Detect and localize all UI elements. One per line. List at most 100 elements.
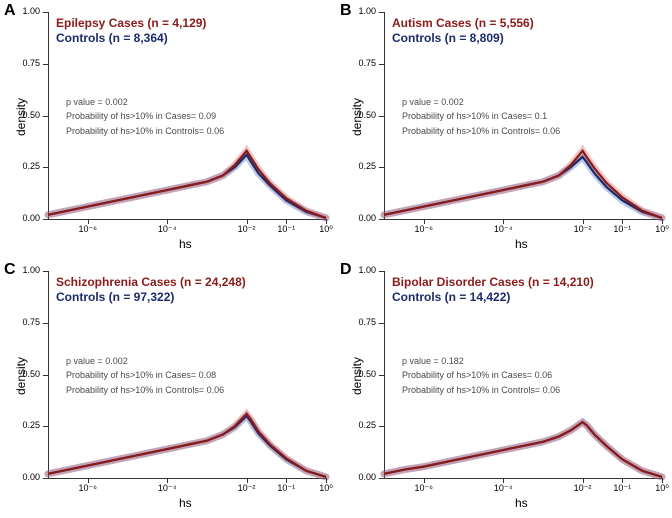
x-axis-label: hs [515, 237, 528, 251]
prob-cases-text: Probability of hs>10% in Cases= 0.1 [402, 109, 560, 123]
x-tick-label: 10⁻⁴ [155, 224, 179, 235]
prob-controls-text: Probability of hs>10% in Controls= 0.06 [66, 124, 224, 138]
x-tick-label: 10⁻⁶ [412, 224, 436, 235]
x-tick-label: 10⁻⁶ [412, 483, 436, 494]
x-tick-label: 10⁻² [235, 224, 259, 235]
y-tick-mark [379, 219, 384, 221]
x-tick-label: 10⁻² [571, 483, 595, 494]
p-value-text: p value = 0.002 [66, 354, 224, 368]
x-tick-label: 10⁻¹ [610, 483, 634, 494]
stats-annotation: p value = 0.002Probability of hs>10% in … [402, 95, 560, 138]
y-tick-label: 1.00 [346, 6, 376, 16]
y-tick-label: 0.25 [346, 420, 376, 430]
x-tick-label: 10⁻⁶ [76, 483, 100, 494]
x-tick-label: 10⁻⁴ [491, 224, 515, 235]
y-tick-mark [43, 64, 48, 66]
cases-band [48, 151, 326, 218]
y-tick-label: 0.25 [10, 420, 40, 430]
legend-cases: Epilepsy Cases (n = 4,129) [56, 16, 206, 31]
y-tick-label: 0.75 [10, 317, 40, 327]
y-tick-label: 0.75 [346, 317, 376, 327]
legend: Autism Cases (n = 5,556)Controls (n = 8,… [392, 16, 534, 46]
y-axis-label: density [350, 356, 364, 394]
legend-cases: Bipolar Disorder Cases (n = 14,210) [392, 275, 594, 290]
y-tick-mark [43, 478, 48, 480]
x-tick-label: 10⁻⁴ [491, 483, 515, 494]
y-tick-label: 0.75 [10, 58, 40, 68]
x-tick-label: 10⁻¹ [274, 483, 298, 494]
legend-controls: Controls (n = 97,322) [56, 290, 246, 305]
stats-annotation: p value = 0.002Probability of hs>10% in … [66, 95, 224, 138]
p-value-text: p value = 0.002 [402, 95, 560, 109]
y-tick-label: 0.00 [10, 213, 40, 223]
y-tick-mark [379, 116, 384, 118]
y-tick-mark [43, 271, 48, 273]
y-tick-mark [43, 116, 48, 118]
prob-cases-text: Probability of hs>10% in Cases= 0.06 [402, 368, 560, 382]
y-tick-mark [43, 375, 48, 377]
y-tick-label: 0.00 [10, 472, 40, 482]
y-tick-mark [379, 478, 384, 480]
y-tick-mark [43, 426, 48, 428]
y-tick-mark [379, 426, 384, 428]
x-tick-label: 10⁻¹ [274, 224, 298, 235]
prob-controls-text: Probability of hs>10% in Controls= 0.06 [66, 383, 224, 397]
y-tick-mark [43, 323, 48, 325]
y-tick-mark [379, 323, 384, 325]
legend-cases: Autism Cases (n = 5,556) [392, 16, 534, 31]
legend-controls: Controls (n = 8,364) [56, 31, 206, 46]
y-axis-label: density [14, 97, 28, 135]
x-tick-label: 10⁻¹ [610, 224, 634, 235]
y-tick-label: 0.00 [346, 472, 376, 482]
cases-band [384, 151, 662, 218]
y-tick-mark [379, 375, 384, 377]
x-axis-label: hs [179, 496, 192, 510]
legend-controls: Controls (n = 8,809) [392, 31, 534, 46]
stats-annotation: p value = 0.182Probability of hs>10% in … [402, 354, 560, 397]
y-tick-mark [43, 12, 48, 14]
legend-controls: Controls (n = 14,422) [392, 290, 594, 305]
y-tick-mark [43, 167, 48, 169]
y-tick-label: 1.00 [10, 6, 40, 16]
panel-a: AEpilepsy Cases (n = 4,129)Controls (n =… [0, 0, 336, 259]
x-tick-label: 10⁻⁶ [76, 224, 100, 235]
y-tick-mark [379, 167, 384, 169]
panel-c: CSchizophrenia Cases (n = 24,248)Control… [0, 259, 336, 518]
legend: Schizophrenia Cases (n = 24,248)Controls… [56, 275, 246, 305]
x-tick-label: 10⁻² [235, 483, 259, 494]
x-axis-label: hs [179, 237, 192, 251]
y-tick-mark [379, 12, 384, 14]
x-axis-label: hs [515, 496, 528, 510]
chart-grid: AEpilepsy Cases (n = 4,129)Controls (n =… [0, 0, 672, 518]
prob-cases-text: Probability of hs>10% in Cases= 0.09 [66, 109, 224, 123]
x-tick-label: 10⁰ [650, 224, 672, 235]
legend-cases: Schizophrenia Cases (n = 24,248) [56, 275, 246, 290]
stats-annotation: p value = 0.002Probability of hs>10% in … [66, 354, 224, 397]
legend: Epilepsy Cases (n = 4,129)Controls (n = … [56, 16, 206, 46]
panel-d: DBipolar Disorder Cases (n = 14,210)Cont… [336, 259, 672, 518]
y-tick-label: 1.00 [10, 265, 40, 275]
x-tick-label: 10⁰ [650, 483, 672, 494]
y-tick-mark [43, 219, 48, 221]
cases-band [384, 422, 662, 477]
y-tick-label: 0.00 [346, 213, 376, 223]
y-tick-mark [379, 64, 384, 66]
x-tick-label: 10⁰ [314, 483, 338, 494]
y-tick-mark [379, 271, 384, 273]
legend: Bipolar Disorder Cases (n = 14,210)Contr… [392, 275, 594, 305]
y-axis-label: density [350, 97, 364, 135]
prob-cases-text: Probability of hs>10% in Cases= 0.08 [66, 368, 224, 382]
x-tick-label: 10⁻² [571, 224, 595, 235]
y-tick-label: 1.00 [346, 265, 376, 275]
y-tick-label: 0.25 [346, 161, 376, 171]
prob-controls-text: Probability of hs>10% in Controls= 0.06 [402, 124, 560, 138]
y-axis-label: density [14, 356, 28, 394]
x-tick-label: 10⁰ [314, 224, 338, 235]
y-tick-label: 0.75 [346, 58, 376, 68]
panel-b: BAutism Cases (n = 5,556)Controls (n = 8… [336, 0, 672, 259]
p-value-text: p value = 0.002 [66, 95, 224, 109]
p-value-text: p value = 0.182 [402, 354, 560, 368]
prob-controls-text: Probability of hs>10% in Controls= 0.06 [402, 383, 560, 397]
x-tick-label: 10⁻⁴ [155, 483, 179, 494]
y-tick-label: 0.25 [10, 161, 40, 171]
